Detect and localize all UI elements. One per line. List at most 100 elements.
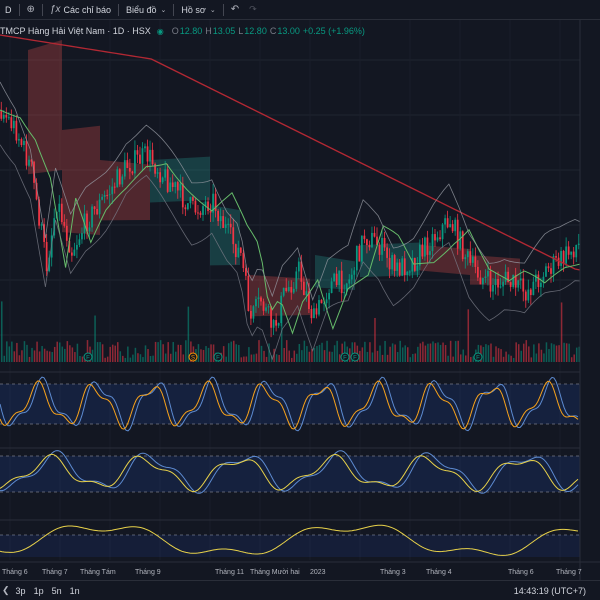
candle-body (366, 239, 368, 246)
osc-band-fill (0, 456, 580, 492)
volume-bar (71, 347, 74, 362)
volume-bar (306, 346, 308, 362)
candle-body (489, 270, 492, 292)
candle-body (229, 223, 232, 228)
interval-button[interactable]: D (0, 0, 17, 20)
volume-bar (124, 357, 127, 362)
candle-body (540, 282, 542, 287)
volume-bar (31, 347, 33, 362)
candle-body (492, 285, 494, 292)
candle-body (476, 266, 479, 278)
candle-body (431, 234, 434, 252)
volume-bar (429, 343, 432, 362)
symbol-title[interactable]: TMCP Hàng Hải Việt Nam · 1D · HSX (0, 26, 151, 36)
volume-bar (495, 346, 497, 362)
volume-bar (152, 355, 154, 362)
scroll-left-icon[interactable]: ❮ (2, 585, 10, 595)
candle-body (421, 244, 424, 257)
profile-dropdown[interactable]: Hồ sơ ⌄ (176, 0, 220, 20)
volume-bar (412, 353, 414, 362)
candle-body (149, 149, 151, 162)
volume-bar (560, 302, 563, 362)
candle-body (65, 225, 68, 241)
time-axis-label: Tháng 6 (2, 569, 28, 576)
candle-body (81, 233, 83, 240)
volume-bar (268, 343, 270, 362)
candle-body (86, 213, 88, 232)
candle-body (199, 212, 202, 215)
volume-bar (205, 346, 207, 362)
volume-bar (149, 356, 152, 362)
volume-bar (298, 344, 301, 362)
undo-button[interactable]: ↶ (226, 0, 244, 20)
candle-body (60, 203, 63, 223)
volume-bar (409, 357, 412, 362)
candle-body (189, 197, 192, 204)
candle-body (237, 247, 240, 258)
time-axis-label: 2023 (310, 569, 326, 576)
volume-bar (111, 344, 114, 362)
volume-bar (127, 346, 129, 362)
visibility-icon[interactable]: ◉ (156, 26, 164, 36)
volume-bar (321, 342, 323, 362)
candle-body (290, 287, 293, 293)
time-axis-label: Tháng Tám (80, 569, 116, 576)
candle-body (38, 199, 40, 226)
candle-body (388, 257, 391, 270)
compare-add-button[interactable]: ⊕ (22, 0, 40, 20)
candle-body (2, 114, 5, 119)
candle-body (328, 293, 330, 300)
timeframe-1n[interactable]: 1n (69, 585, 80, 596)
candle-body (567, 246, 570, 255)
candle-body (111, 186, 114, 195)
candle-body (96, 209, 98, 215)
volume-bar (543, 353, 545, 362)
candle-body (318, 300, 320, 315)
volume-bar (263, 350, 265, 362)
volume-bar (570, 357, 573, 362)
candle-body (121, 176, 124, 185)
volume-bar (490, 343, 492, 362)
volume-bar (3, 355, 6, 362)
timeframe-1p[interactable]: 1p (33, 585, 44, 596)
volume-bar (525, 340, 528, 362)
candle-body (255, 299, 257, 307)
candle-body (15, 120, 18, 141)
candle-body (169, 182, 172, 192)
volume-bar (558, 345, 560, 362)
low-key: L (238, 26, 244, 36)
volume-bar (354, 342, 356, 362)
close-key: C (269, 26, 277, 36)
timeframe-3p[interactable]: 3p (15, 585, 26, 596)
volume-bar (507, 354, 510, 362)
volume-bar (117, 342, 119, 362)
candle-body (28, 159, 30, 166)
indicators-button[interactable]: ƒx Các chỉ báo (45, 0, 116, 20)
candle-body (494, 279, 497, 286)
chart-type-dropdown[interactable]: Biểu đồ ⌄ (121, 0, 171, 20)
clock-readout[interactable]: 14:43:19 (UTC+7) (513, 585, 586, 596)
volume-bar (326, 340, 328, 362)
volume-bar (454, 341, 457, 362)
volume-bar (26, 344, 28, 362)
candle-body (350, 274, 353, 280)
redo-button[interactable]: ↷ (244, 0, 262, 20)
volume-bar (64, 348, 66, 362)
volume-bar (318, 344, 321, 362)
candle-body (242, 252, 245, 269)
volume-bar (1, 301, 3, 362)
volume-bar (13, 351, 16, 362)
candle-body (507, 271, 510, 283)
candle-body (275, 320, 278, 326)
volume-bar (424, 345, 427, 362)
candle-body (70, 252, 73, 256)
event-marker-circle (188, 352, 198, 362)
candle-body (355, 245, 358, 271)
timeframe-5n[interactable]: 5n (51, 585, 62, 596)
candle-body (126, 160, 129, 168)
volume-bar (273, 348, 275, 362)
volume-bar (137, 353, 139, 362)
candle-body (267, 306, 270, 308)
candle-body (68, 240, 71, 253)
